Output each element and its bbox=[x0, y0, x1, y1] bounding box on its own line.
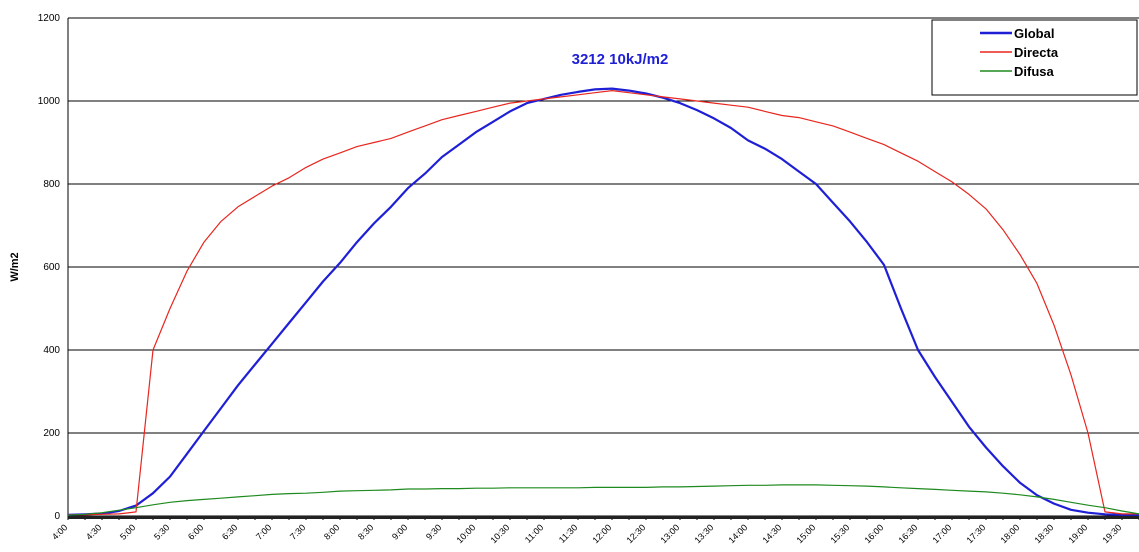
x-tick-label: 9:00 bbox=[390, 522, 409, 541]
x-tick-label: 19:30 bbox=[1100, 522, 1123, 545]
x-tick-label: 4:30 bbox=[84, 522, 103, 541]
x-tick-label: 14:00 bbox=[726, 522, 749, 545]
x-tick-label: 18:00 bbox=[998, 522, 1021, 545]
y-tick-label: 400 bbox=[43, 345, 60, 356]
x-tick-label: 10:30 bbox=[488, 522, 511, 545]
x-tick-label: 6:00 bbox=[186, 522, 205, 541]
x-tick-label: 15:30 bbox=[828, 522, 851, 545]
x-tick-label: 10:00 bbox=[454, 522, 477, 545]
series-line bbox=[67, 484, 1139, 516]
x-tick-label: 5:30 bbox=[152, 522, 171, 541]
x-tick-label: 13:30 bbox=[692, 522, 715, 545]
x-tick-label: 5:00 bbox=[118, 522, 137, 541]
x-tick-label: 6:30 bbox=[220, 522, 239, 541]
series-line bbox=[67, 87, 1139, 516]
x-tick-label: 12:30 bbox=[624, 522, 647, 545]
x-tick-label: 14:30 bbox=[760, 522, 783, 545]
y-tick-label: 1200 bbox=[38, 13, 61, 24]
legend-label: Difusa bbox=[1014, 64, 1055, 79]
x-tick-label: 12:00 bbox=[590, 522, 613, 545]
x-tick-label: 8:00 bbox=[322, 522, 341, 541]
x-axis-band bbox=[68, 516, 1139, 519]
legend-label: Directa bbox=[1014, 45, 1059, 60]
x-tick-label: 15:00 bbox=[794, 522, 817, 545]
x-tick-label: 19:00 bbox=[1066, 522, 1089, 545]
x-tick-label: 18:30 bbox=[1032, 522, 1055, 545]
x-tick-label: 16:00 bbox=[862, 522, 885, 545]
x-tick-label: 11:30 bbox=[557, 522, 580, 545]
y-axis-label: W/m2 bbox=[9, 252, 21, 281]
annotation: 3212 10kJ/m2 bbox=[572, 51, 669, 68]
x-tick-label: 11:00 bbox=[523, 522, 546, 545]
x-tick-label: 9:30 bbox=[424, 522, 443, 541]
x-tick-label: 8:30 bbox=[356, 522, 375, 541]
legend-label: Global bbox=[1014, 26, 1054, 41]
series-line bbox=[68, 90, 1139, 516]
x-tick-label: 7:00 bbox=[254, 522, 273, 541]
x-tick-label: 13:00 bbox=[658, 522, 681, 545]
legend-box bbox=[931, 19, 1138, 96]
y-tick-label: 600 bbox=[43, 262, 60, 273]
x-tick-label: 4:00 bbox=[50, 522, 69, 541]
x-tick-label: 7:30 bbox=[288, 522, 307, 541]
x-tick-label: 16:30 bbox=[896, 522, 919, 545]
y-tick-label: 200 bbox=[43, 428, 60, 439]
y-tick-label: 800 bbox=[43, 179, 60, 190]
y-tick-label: 0 bbox=[54, 511, 60, 522]
x-tick-label: 17:00 bbox=[930, 522, 953, 545]
x-tick-label: 17:30 bbox=[964, 522, 987, 545]
y-tick-label: 1000 bbox=[38, 96, 61, 107]
